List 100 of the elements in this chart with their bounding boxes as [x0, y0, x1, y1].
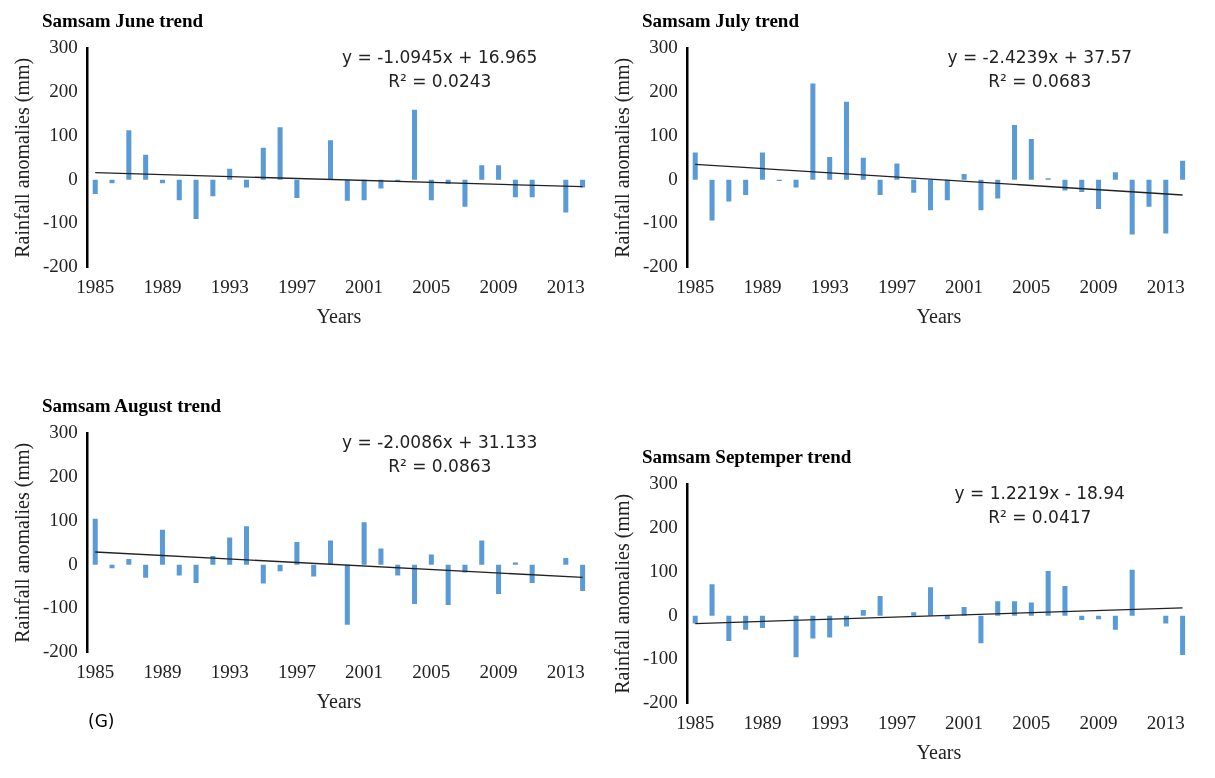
y-tick-label: 300	[649, 472, 678, 494]
x-tick-label: 2005	[412, 660, 451, 682]
bar	[827, 615, 833, 638]
x-tick-label: 2001	[345, 275, 384, 297]
bar	[277, 127, 283, 180]
y-tick-label: -100	[43, 211, 78, 233]
bar	[126, 130, 132, 180]
x-axis-title: Years	[316, 305, 362, 328]
annotation: y = -1.0945x + 16.965	[342, 47, 538, 68]
bar	[143, 154, 149, 180]
x-tick-label: 1989	[143, 660, 182, 682]
bar	[860, 609, 866, 616]
y-tick-label: -100	[643, 211, 678, 233]
bar	[563, 179, 569, 213]
annotation: y = -2.4239x + 37.57	[947, 47, 1133, 68]
bar	[143, 564, 149, 578]
bar	[1129, 179, 1135, 235]
text: (G)	[88, 711, 115, 731]
bar	[709, 179, 715, 221]
bar	[428, 179, 434, 201]
y-tick-label: 0	[668, 167, 678, 189]
bar	[995, 601, 1001, 616]
x-tick-label: 2001	[945, 275, 984, 297]
bar	[944, 179, 950, 201]
annotation: R² = 0.0243	[388, 71, 492, 92]
bar	[529, 564, 535, 584]
bar	[227, 537, 233, 565]
bar	[709, 584, 715, 616]
annotation: R² = 0.0417	[988, 507, 1092, 528]
bar	[395, 564, 401, 576]
y-tick-label: -200	[643, 691, 678, 713]
bar	[243, 179, 249, 188]
bar	[176, 179, 182, 201]
x-tick-label: 2001	[345, 660, 384, 682]
y-tick-label: -200	[43, 640, 78, 662]
y-axis-title: Rainfall anomalies (mm)	[11, 57, 35, 258]
bar	[843, 615, 849, 627]
x-tick-label: 1993	[810, 711, 849, 733]
bar	[877, 179, 883, 195]
x-tick-label: 1993	[210, 660, 249, 682]
y-tick-label: 200	[649, 80, 678, 102]
y-tick-label: 300	[49, 421, 78, 443]
bar	[810, 615, 816, 639]
bar	[412, 564, 418, 605]
bar	[1062, 179, 1068, 191]
bar	[911, 179, 917, 193]
bar	[580, 179, 586, 188]
bar	[793, 179, 799, 188]
bar	[344, 564, 350, 625]
y-tick-label: 0	[68, 552, 78, 574]
x-tick-label: 2013	[546, 660, 585, 682]
x-tick-label: 1989	[143, 275, 182, 297]
y-axis-title: Rainfall anomalies (mm)	[611, 57, 635, 258]
bar	[580, 564, 586, 591]
x-tick-label: 1997	[277, 275, 316, 297]
x-tick-label: 2009	[1079, 711, 1118, 733]
bar	[294, 179, 300, 199]
bar	[1012, 124, 1018, 180]
bar	[1146, 179, 1152, 207]
bar	[277, 564, 283, 572]
x-tick-label: 2009	[479, 660, 518, 682]
bar	[563, 558, 569, 565]
bar	[311, 564, 317, 577]
x-axis-title: Years	[316, 690, 362, 713]
annotation: y = 1.2219x - 18.94	[954, 483, 1125, 504]
y-tick-label: -100	[43, 596, 78, 618]
y-tick-label: 200	[649, 516, 678, 538]
bar	[243, 526, 249, 565]
bar	[512, 179, 518, 198]
x-tick-label: 2005	[1012, 275, 1051, 297]
chart-title: Samsam Septemper trend	[641, 445, 853, 469]
x-axis-title: Years	[916, 741, 962, 764]
bar	[344, 179, 350, 201]
y-tick-label: 200	[49, 465, 78, 487]
y-tick-label: 300	[649, 36, 678, 58]
bar	[479, 165, 485, 180]
bar	[92, 179, 98, 195]
y-axis-title: Rainfall anomalies (mm)	[611, 493, 635, 694]
annotation: R² = 0.0863	[388, 456, 492, 477]
bar	[496, 165, 502, 180]
x-tick-label: 2009	[1079, 275, 1118, 297]
bar	[843, 101, 849, 180]
bar	[227, 168, 233, 180]
bar	[260, 147, 266, 180]
bar	[1112, 615, 1118, 630]
x-tick-label: 1997	[877, 275, 916, 297]
bar	[1079, 615, 1085, 621]
bar	[92, 518, 98, 565]
bar	[159, 529, 165, 565]
bar	[726, 615, 732, 642]
bar	[428, 554, 434, 565]
x-tick-label: 1985	[676, 275, 715, 297]
bar	[759, 152, 765, 180]
bar	[479, 540, 485, 565]
bar	[978, 615, 984, 644]
bar	[692, 152, 698, 180]
bar	[462, 179, 468, 207]
x-tick-label: 2001	[945, 711, 984, 733]
y-tick-label: 100	[649, 559, 678, 581]
bar	[927, 179, 934, 211]
